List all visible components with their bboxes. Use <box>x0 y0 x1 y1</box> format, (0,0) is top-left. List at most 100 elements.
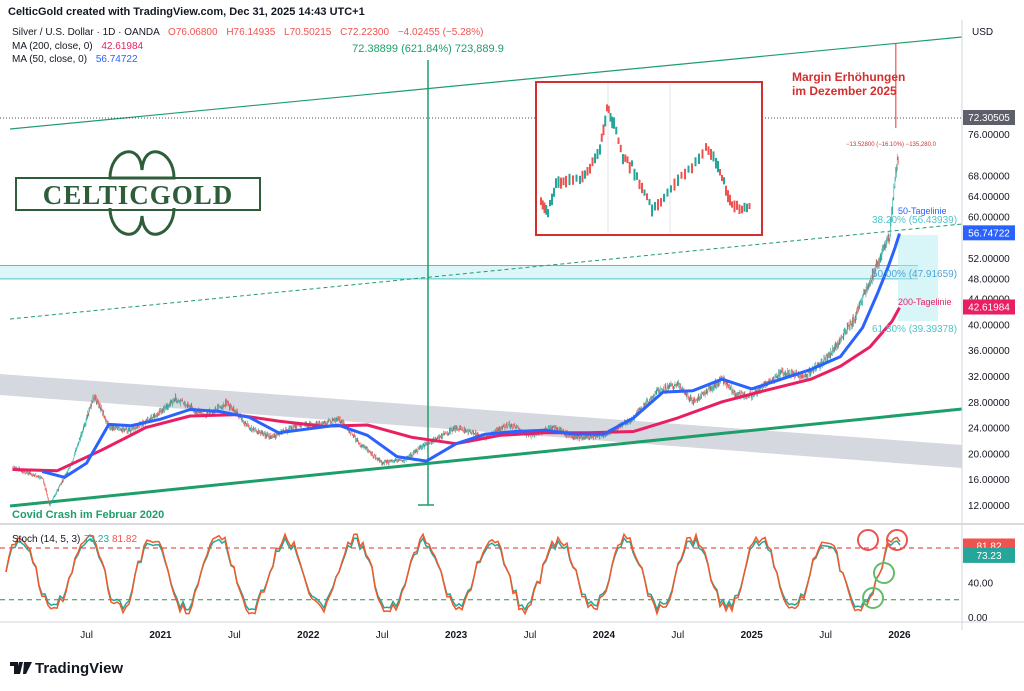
inset-candle <box>600 133 603 142</box>
inset-candle <box>628 161 631 174</box>
inset-candle <box>562 177 565 186</box>
inset-candle <box>551 193 553 206</box>
stoch-highlight-circle <box>862 587 884 609</box>
inset-candle <box>572 175 574 185</box>
tradingview-logo[interactable]: TradingView <box>10 660 123 677</box>
margin-annotation-line2: im Dezember 2025 <box>792 84 897 98</box>
ma200-badge: 42.61984 <box>968 303 1010 314</box>
drop-annotation: −13.52800 (−16.10%) −135,280.0 <box>846 142 937 148</box>
inset-candle <box>710 148 712 160</box>
inset-candle <box>651 204 653 217</box>
stoch-k-badge: 73.23 <box>976 551 1001 562</box>
ma50-legend-value: 56.74722 <box>95 54 138 65</box>
inset-candle <box>617 137 620 144</box>
inset-candle <box>641 182 643 194</box>
inset-candle <box>607 105 610 114</box>
ohlc-high: H76.14935 <box>226 27 276 38</box>
inset-candle <box>568 173 571 186</box>
inset-frame <box>535 81 763 236</box>
inset-candle <box>599 144 601 155</box>
inset-candle <box>565 175 567 188</box>
inset-candle <box>638 179 641 190</box>
x-tick-label: 2021 <box>149 630 172 641</box>
stoch-highlight-circle <box>857 529 879 551</box>
inset-candle <box>707 146 710 155</box>
fib-zone <box>0 265 918 279</box>
inset-candle <box>733 200 736 213</box>
inset-candle <box>579 175 581 184</box>
inset-candle <box>613 117 615 129</box>
inset-candle <box>660 198 662 207</box>
stoch-y-tick-label: 40.00 <box>968 579 993 590</box>
inset-candle <box>557 176 560 188</box>
y-tick-label: 76.00000 <box>968 130 1010 141</box>
inset-candle <box>657 199 659 211</box>
inset-candle <box>604 115 607 127</box>
ma200-badge-bg <box>963 299 1015 315</box>
fib-retracement-box <box>898 235 938 322</box>
tradingview-logo-icon <box>10 662 32 674</box>
inset-candle <box>606 104 608 112</box>
last-price-badge-bg <box>963 110 1015 125</box>
inset-candle <box>701 149 704 159</box>
inset-candle <box>687 165 690 173</box>
inset-candle <box>691 163 693 174</box>
fib-618-label: 61.80% (39.39378) <box>872 324 957 335</box>
y-tick-label: 32.00000 <box>968 372 1010 383</box>
inset-candle <box>589 163 591 174</box>
inset-candle <box>727 190 729 203</box>
downtrend-band <box>0 374 962 468</box>
x-tick-label: Jul <box>819 630 832 641</box>
inset-candle <box>547 209 549 218</box>
stoch-k-line <box>5 532 901 617</box>
x-tick-label: 2025 <box>741 630 764 641</box>
ma200-legend-value: 42.61984 <box>101 41 144 52</box>
inset-chart <box>535 81 763 236</box>
inset-candle <box>731 201 733 208</box>
inset-candle <box>725 185 727 196</box>
inset-candle <box>715 157 717 169</box>
inset-candle <box>549 199 551 207</box>
y-tick-label: 64.00000 <box>968 192 1010 203</box>
inset-candle <box>646 193 648 201</box>
inset-candle <box>624 154 627 162</box>
ohlc-low: L70.50215 <box>284 27 332 38</box>
y-tick-label: 28.00000 <box>968 398 1010 409</box>
channel-upper-line <box>9 36 962 130</box>
x-tick-label: Jul <box>80 630 93 641</box>
measure-label: 72.38899 (621.84%) 723,889.9 <box>352 43 504 55</box>
inset-candle <box>611 116 614 129</box>
inset-candle <box>729 194 731 206</box>
inset-candle <box>636 172 638 180</box>
inset-candle <box>741 205 743 214</box>
inset-candle <box>543 202 546 214</box>
ohlc-close: C72.22300 <box>340 27 390 38</box>
x-tick-label: Jul <box>228 630 241 641</box>
x-tick-label: Jul <box>524 630 537 641</box>
inset-candle <box>541 200 544 210</box>
stoch-k-badge-bg <box>963 547 1015 563</box>
stoch-k-value: 73.23 <box>84 534 109 545</box>
inset-candle <box>748 202 751 210</box>
y-tick-label: 16.00000 <box>968 475 1010 486</box>
ma50-line <box>41 233 901 479</box>
margin-annotation-line1: Margin Erhöhungen <box>792 70 905 84</box>
stoch-d-value: 81.82 <box>112 534 137 545</box>
inset-candle <box>540 197 542 206</box>
stoch-highlight-circle <box>873 562 895 584</box>
inset-candle <box>719 168 721 176</box>
inset-candle <box>553 187 555 197</box>
inset-candle <box>677 174 679 187</box>
ma200-legend-label: MA (200, close, 0) <box>12 41 93 52</box>
inset-candle <box>670 185 672 193</box>
inset-candle <box>581 170 584 183</box>
symbol-title: Silver / U.S. Dollar · 1D · OANDA <box>12 27 160 38</box>
inset-candle <box>609 112 612 122</box>
inset-candle <box>594 153 596 164</box>
inset-candle <box>596 148 599 160</box>
inset-candle <box>746 203 748 213</box>
stoch-title: Stoch (14, 5, 3) <box>12 534 80 545</box>
y-tick-label: 12.00000 <box>968 501 1010 512</box>
ohlc-change: −4.02455 (−5.28%) <box>397 27 484 38</box>
